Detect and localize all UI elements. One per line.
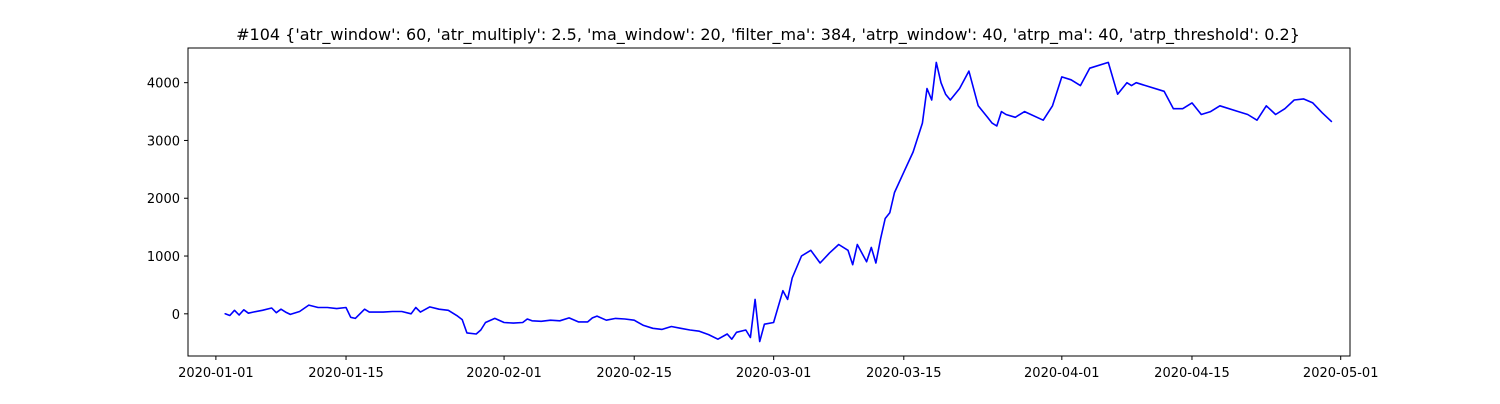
y-tick-label-1: 1000 bbox=[147, 250, 180, 265]
x-tick-label-2: 2020-02-01 bbox=[466, 366, 542, 381]
plot-area bbox=[224, 61, 1333, 343]
y-tick-label-2: 2000 bbox=[147, 192, 180, 207]
x-tick-label-7: 2020-04-15 bbox=[1154, 366, 1230, 381]
y-tick-label-4: 4000 bbox=[147, 77, 180, 92]
x-tick-label-1: 2020-01-15 bbox=[308, 366, 384, 381]
chart-title: #104 {'atr_window': 60, 'atr_multiply': … bbox=[236, 25, 1300, 45]
y-tick-label-3: 3000 bbox=[147, 134, 180, 149]
x-tick-label-8: 2020-05-01 bbox=[1303, 366, 1379, 381]
y-axis: 0 1000 2000 3000 4000 bbox=[147, 77, 188, 323]
series-line-0 bbox=[224, 61, 1333, 343]
plot-frame bbox=[187, 47, 1351, 357]
x-tick-label-5: 2020-03-15 bbox=[866, 366, 942, 381]
x-tick-label-4: 2020-03-01 bbox=[736, 366, 812, 381]
x-tick-label-3: 2020-02-15 bbox=[596, 366, 672, 381]
x-tick-label-0: 2020-01-01 bbox=[178, 366, 254, 381]
x-axis: 2020-01-01 2020-01-15 2020-02-01 2020-02-15… bbox=[178, 356, 1378, 381]
x-tick-label-6: 2020-04-01 bbox=[1024, 366, 1100, 381]
y-tick-label-0: 0 bbox=[172, 308, 180, 323]
